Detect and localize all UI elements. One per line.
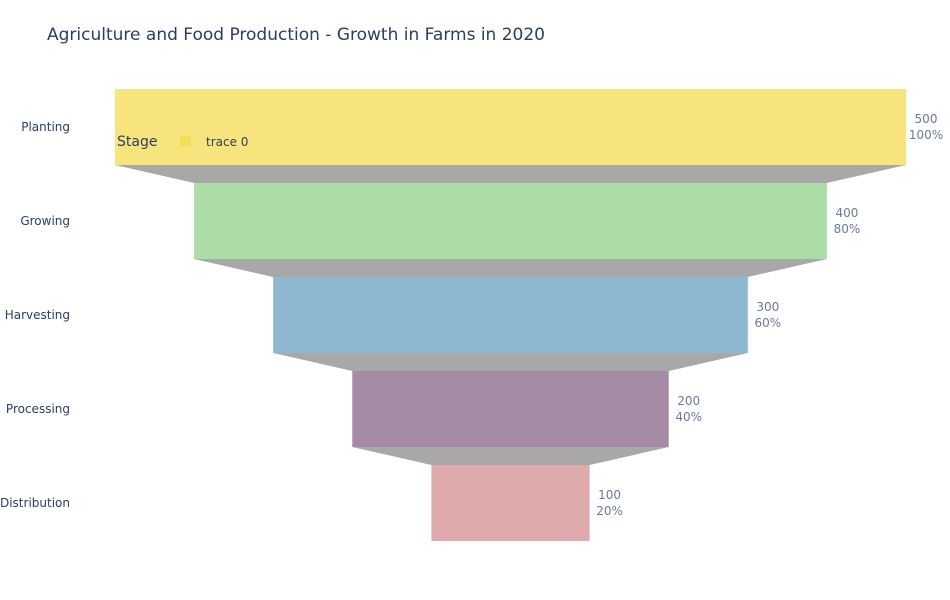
funnel-bar-distribution[interactable] xyxy=(431,465,590,541)
funnel-stages: Planting 500 100% Growing 400 80% Harvesting 30… xyxy=(0,89,943,541)
connector-growing xyxy=(194,259,827,277)
category-label-harvesting: Harvesting xyxy=(5,308,70,322)
value-label-planting: 500 xyxy=(915,112,938,126)
value-label-distribution: 100 xyxy=(598,488,621,502)
connector-processing xyxy=(352,447,669,465)
connector-planting xyxy=(115,165,906,183)
legend-entry-label[interactable]: trace 0 xyxy=(206,135,248,149)
funnel-bar-planting[interactable] xyxy=(115,89,906,165)
percent-label-growing: 80% xyxy=(834,222,861,236)
value-label-processing: 200 xyxy=(677,394,700,408)
funnel-bar-processing[interactable] xyxy=(352,371,669,447)
connector-harvesting xyxy=(273,353,748,371)
chart-title: Agriculture and Food Production - Growth… xyxy=(47,25,545,45)
legend-swatch xyxy=(180,136,191,147)
value-label-growing: 400 xyxy=(835,206,858,220)
category-label-processing: Processing xyxy=(6,402,70,416)
percent-label-planting: 100% xyxy=(909,128,943,142)
category-label-growing: Growing xyxy=(20,214,70,228)
funnel-bar-growing[interactable] xyxy=(194,183,827,259)
percent-label-harvesting: 60% xyxy=(754,316,781,330)
percent-label-distribution: 20% xyxy=(596,504,623,518)
category-label-distribution: Distribution xyxy=(0,496,70,510)
percent-label-processing: 40% xyxy=(675,410,702,424)
value-label-harvesting: 300 xyxy=(756,300,779,314)
funnel-bar-harvesting[interactable] xyxy=(273,277,748,353)
legend-title: Stage xyxy=(117,134,157,150)
legend: Stage trace 0 xyxy=(117,134,248,150)
category-label-planting: Planting xyxy=(21,120,70,134)
funnel-connectors xyxy=(115,165,906,465)
